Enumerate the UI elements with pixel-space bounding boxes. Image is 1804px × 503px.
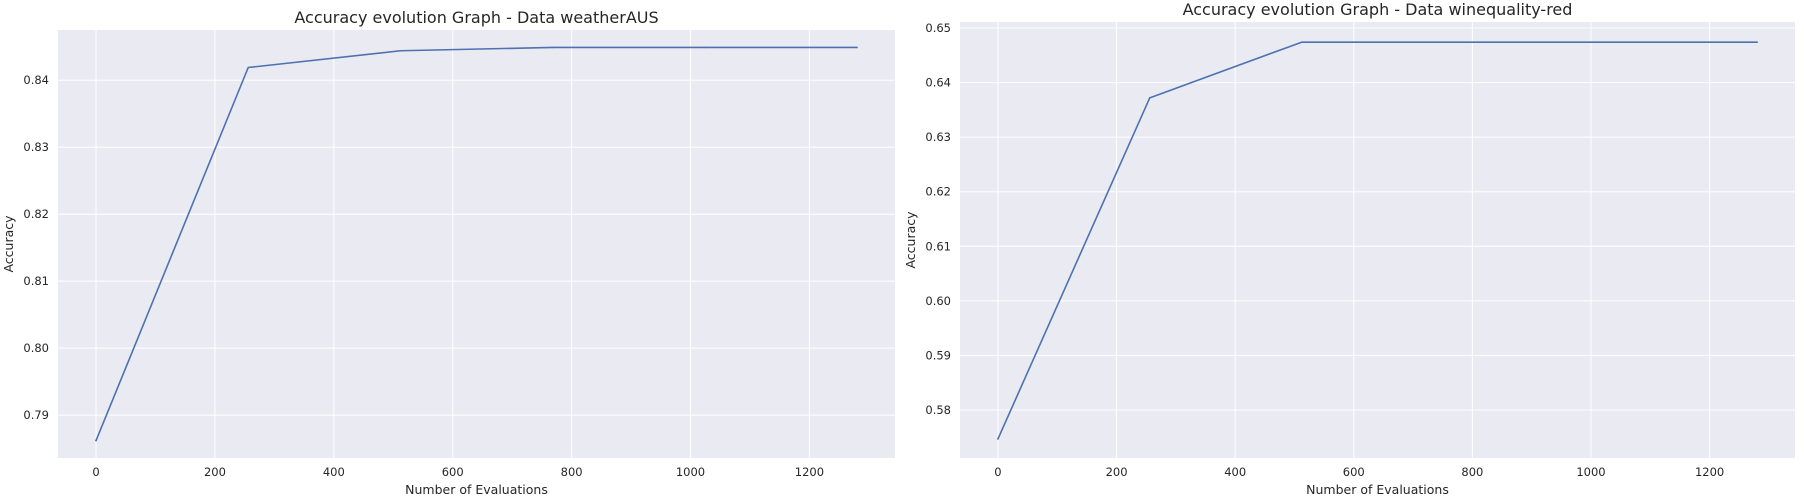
chart-1-x-tick-label: 400 (1224, 465, 1246, 479)
chart-1-x-axis-label: Number of Evaluations (1306, 482, 1449, 497)
chart-weatheraus: 0 200 400 600 800 1000 1200 0.79 0.80 0.81 0.82 0.8… (1, 8, 895, 497)
chart-1-title: Accuracy evolution Graph - Data winequal… (1183, 0, 1573, 19)
chart-0-x-tick-label: 200 (204, 465, 226, 479)
chart-1-x-tick-label: 0 (994, 465, 1001, 479)
chart-0-y-tick-label: 0.79 (23, 408, 49, 422)
chart-0-y-tick-label: 0.83 (23, 140, 49, 154)
chart-0-data-point (551, 46, 554, 49)
chart-1-data-point (997, 438, 999, 440)
chart-0-y-tick-label: 0.81 (23, 274, 49, 288)
chart-1-y-tick-label: 0.64 (925, 76, 951, 90)
chart-1-y-tick-label: 0.60 (925, 294, 951, 308)
chart-1-y-tick-label: 0.58 (925, 403, 951, 417)
chart-0-x-tick-label: 1000 (676, 465, 705, 479)
chart-0-y-tick-label: 0.80 (23, 341, 49, 355)
chart-0-y-axis-label: Accuracy (1, 215, 16, 273)
chart-1-x-tick-label: 200 (1106, 465, 1128, 479)
chart-1-series-line (997, 41, 1758, 440)
chart-1-x-tick-label: 800 (1461, 465, 1483, 479)
chart-1-y-tick-label: 0.61 (925, 239, 951, 253)
chart-1-data-point (1604, 41, 1607, 43)
chart-0-data-point (703, 46, 706, 49)
chart-1-data-point (1300, 41, 1303, 43)
chart-1-y-tick-label: 0.65 (925, 21, 951, 35)
chart-winequality-red: 0 200 400 600 800 1000 1200 0.58 0.59 0.60 0.61 0.6… (903, 0, 1795, 497)
chart-0-x-tick-label: 400 (323, 465, 345, 479)
chart-0-series-line (95, 46, 858, 442)
chart-1-data-point (1756, 41, 1758, 43)
chart-1-y-axis-label: Accuracy (903, 211, 918, 269)
chart-0-y-tick-label: 0.84 (23, 73, 49, 87)
chart-1-x-tick-label: 600 (1343, 465, 1365, 479)
chart-0-y-tick-label: 0.82 (23, 207, 49, 221)
chart-0-data-point (399, 49, 402, 52)
chart-0-x-axis-label: Number of Evaluations (405, 482, 548, 497)
chart-1-data-point (1148, 97, 1151, 99)
chart-1-y-tick-label: 0.62 (925, 185, 951, 199)
chart-1-x-tick-label: 1000 (1576, 465, 1605, 479)
chart-0-data-point (95, 439, 97, 442)
chart-0-x-tick-label: 1200 (795, 465, 824, 479)
chart-1-y-tick-label: 0.63 (925, 130, 951, 144)
chart-0-data-point (247, 66, 250, 69)
chart-1-x-tick-label: 1200 (1695, 465, 1724, 479)
chart-1-data-point (1452, 41, 1455, 43)
chart-0-title: Accuracy evolution Graph - Data weatherA… (294, 8, 658, 27)
chart-0-plot-area (58, 30, 895, 458)
chart-0-data-point (856, 46, 858, 49)
chart-1-plot-area (960, 22, 1795, 458)
chart-0-x-tick-label: 800 (561, 465, 583, 479)
chart-0-x-tick-label: 600 (442, 465, 464, 479)
chart-1-y-tick-label: 0.59 (925, 348, 951, 362)
chart-0-x-tick-label: 0 (92, 465, 99, 479)
